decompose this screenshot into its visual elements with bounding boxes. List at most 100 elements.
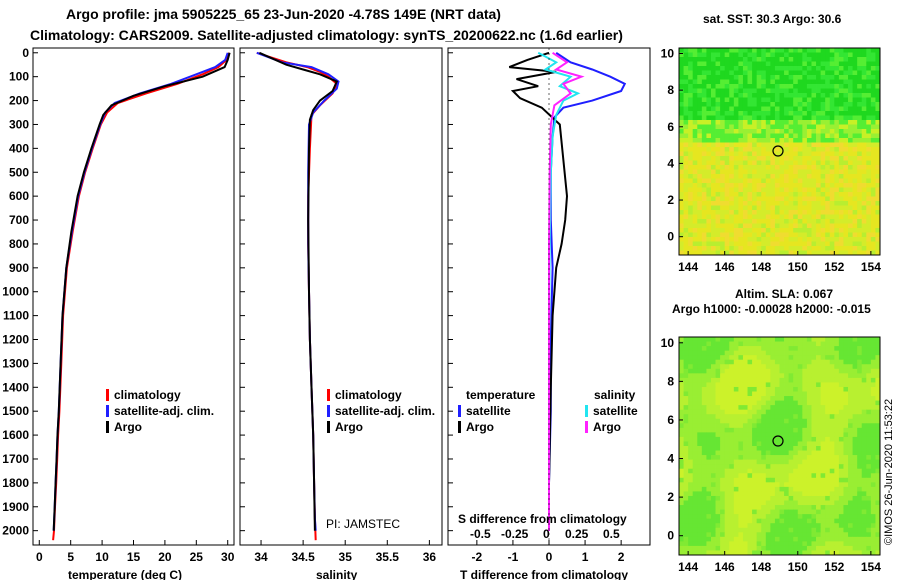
map-cell: [756, 373, 762, 379]
map-cell: [761, 505, 767, 510]
map-cell: [779, 459, 785, 465]
map-cell: [820, 441, 826, 447]
map-cell: [806, 464, 812, 470]
map-cell: [784, 500, 790, 506]
map-cell: [820, 400, 826, 406]
map-cell: [706, 129, 712, 134]
map-cell: [838, 509, 844, 515]
map-cell: [738, 391, 744, 397]
map-cell: [683, 423, 689, 429]
map-cell: [875, 505, 881, 510]
map-cell: [724, 341, 730, 347]
map-cell: [720, 75, 726, 80]
map-cell: [848, 183, 853, 188]
map-cell: [710, 545, 716, 551]
map-cell: [756, 500, 762, 506]
map-cell: [848, 350, 853, 356]
map-cell: [829, 66, 835, 71]
map-cell: [793, 196, 799, 202]
map-cell: [848, 427, 853, 433]
map-cell: [797, 111, 803, 116]
map-cell: [720, 418, 726, 424]
map-cell: [688, 396, 694, 401]
map-cell: [774, 391, 780, 397]
map-cell: [797, 468, 803, 474]
map-cell: [825, 138, 831, 143]
map-cell: [793, 400, 799, 406]
map-cell: [688, 459, 694, 465]
map-cell: [692, 84, 698, 89]
map-cell: [793, 423, 799, 429]
map-cell: [752, 364, 758, 370]
map-cell: [802, 79, 808, 85]
map-cell: [811, 174, 817, 179]
map-cell: [820, 52, 826, 58]
map-cell: [679, 106, 684, 112]
sal-legend-satellite-label: satellite-adj. clim.: [335, 404, 436, 418]
map-cell: [683, 486, 689, 492]
map-cell: [802, 418, 808, 424]
map-cell: [720, 232, 726, 238]
map-cell: [857, 396, 863, 401]
map-cell: [870, 536, 876, 542]
map-cell: [706, 386, 712, 392]
map-cell: [779, 75, 785, 80]
map-cell: [793, 486, 799, 492]
map-cell: [825, 120, 831, 125]
map-cell: [806, 523, 812, 529]
map-cell: [793, 201, 799, 206]
map-cell: [738, 382, 744, 388]
map-cell: [747, 473, 753, 479]
map-cell: [870, 115, 876, 121]
map-cell: [747, 102, 753, 107]
map-cell: [875, 532, 881, 538]
map-cell: [761, 210, 767, 215]
map-cell: [761, 432, 767, 438]
map-cell: [701, 210, 707, 215]
map-cell: [683, 48, 689, 53]
map-cell: [710, 355, 716, 361]
map-cell: [733, 473, 739, 479]
map-cell: [843, 102, 849, 107]
map-cell: [761, 391, 767, 397]
map-cell: [806, 477, 812, 483]
map-cell: [797, 464, 803, 470]
x-tick-label: 0: [546, 550, 553, 564]
map-cell: [861, 337, 867, 342]
map-cell: [866, 427, 872, 433]
map-cell: [733, 482, 739, 488]
map-cell: [820, 178, 826, 184]
map-cell: [843, 57, 849, 62]
map-cell: [710, 400, 716, 406]
map-cell: [747, 532, 753, 538]
map-cell: [829, 337, 835, 342]
map-cell: [797, 373, 803, 379]
map-cell: [852, 169, 858, 175]
map-cell: [720, 536, 726, 542]
map-cell: [875, 477, 881, 483]
map-cell: [692, 201, 698, 206]
map-cell: [733, 505, 739, 510]
map-cell: [688, 423, 694, 429]
map-cell: [692, 219, 698, 224]
map-cell: [838, 550, 844, 556]
map-cell: [724, 160, 730, 166]
map-cell: [870, 111, 876, 116]
map-cell: [870, 79, 876, 85]
map-cell: [797, 48, 803, 53]
map-cell: [679, 455, 684, 461]
map-cell: [848, 382, 853, 388]
map-cell: [729, 75, 735, 80]
map-cell: [784, 386, 790, 392]
map-cell: [752, 400, 758, 406]
map-cell: [720, 396, 726, 401]
map-cell: [724, 523, 730, 529]
map-cell: [710, 541, 716, 547]
map-cell: [738, 241, 744, 247]
map-cell: [843, 432, 849, 438]
map-cell: [829, 536, 835, 542]
map-cell: [866, 468, 872, 474]
map-cell: [774, 115, 780, 121]
map-cell: [788, 111, 794, 116]
map-cell: [756, 214, 762, 220]
